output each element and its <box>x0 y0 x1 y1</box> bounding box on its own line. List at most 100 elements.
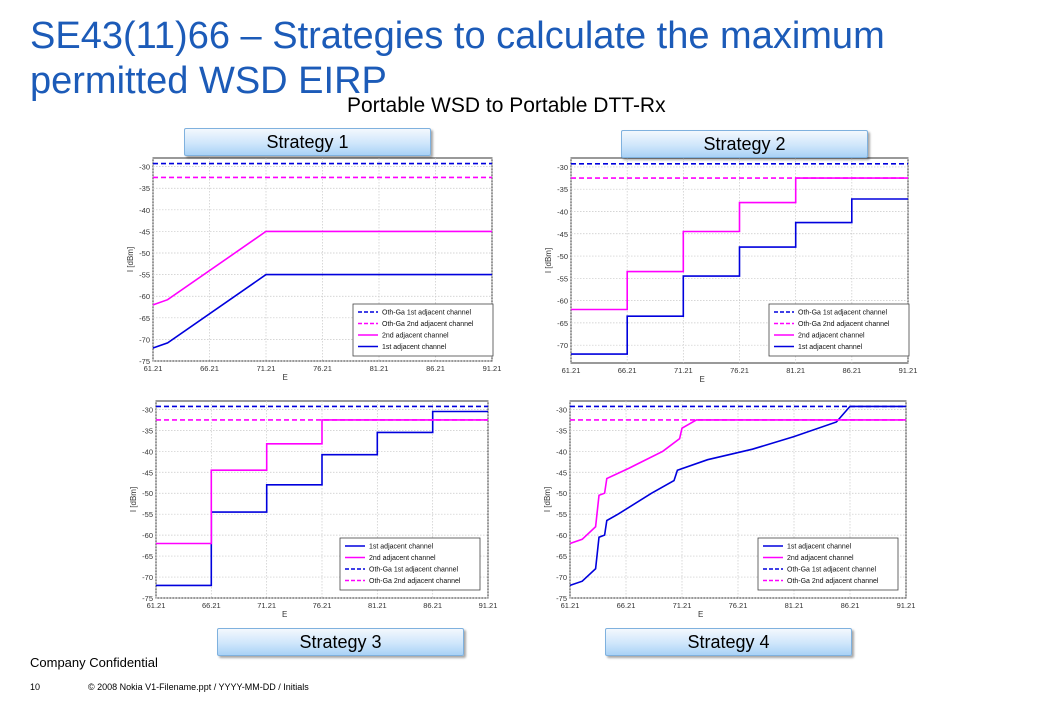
y-tick-label: -35 <box>142 426 153 435</box>
strategy-3-chart: 61.21 66.21 71.21 76.21 81.21 86.21 91.21 -30 -3… <box>129 400 498 619</box>
strategy-2-chart: 61.21 66.21 71.21 76.21 81.21 86.21 91.21 -30 -3… <box>544 157 918 384</box>
y-tick-label: -65 <box>142 552 153 561</box>
x-tick-label: 81.21 <box>370 364 389 373</box>
strategy-4-label: Strategy 4 <box>605 628 852 656</box>
y-tick-label: -45 <box>139 227 150 236</box>
strategy-1-chart: 61.21 66.21 71.21 76.21 81.21 86.21 91.21 -30 -3… <box>126 157 502 382</box>
y-tick-label: -65 <box>139 314 150 323</box>
y-tick-label: -75 <box>142 594 153 603</box>
x-tick-label: 61.21 <box>144 364 163 373</box>
x-tick-label: 71.21 <box>257 601 276 610</box>
y-tick-label: -40 <box>139 206 150 215</box>
x-tick-label: 76.21 <box>313 364 332 373</box>
y-tick-label: -60 <box>556 531 567 540</box>
y-tick-label: -75 <box>139 357 150 366</box>
y-tick-label: -50 <box>142 489 153 498</box>
y-tick-label: -70 <box>142 573 153 582</box>
page-number: 10 <box>30 682 41 692</box>
y-tick-label: -40 <box>142 447 153 456</box>
legend-entry: 2nd adjacent channel <box>369 555 436 562</box>
x-tick-label: 71.21 <box>673 601 692 610</box>
series-line <box>571 177 908 311</box>
y-tick-label: -50 <box>139 249 150 258</box>
legend-entry: Oth-Ga 1st adjacent channel <box>382 310 472 317</box>
company-confidential-label: Company Confidential <box>30 655 158 670</box>
legend-entry: Oth-Ga 1st adjacent channel <box>798 310 888 317</box>
x-axis-label: E <box>282 610 287 619</box>
x-tick-label: 86.21 <box>842 366 861 375</box>
y-tick-label: -30 <box>139 163 150 172</box>
slide-title: SE43(11)66 – Strategies to calculate the… <box>30 15 885 102</box>
x-tick-label: 61.21 <box>562 366 581 375</box>
y-tick-label: -35 <box>556 426 567 435</box>
y-tick-label: -45 <box>557 230 568 239</box>
legend-entry: 1st adjacent channel <box>369 544 434 551</box>
x-tick-label: 81.21 <box>368 601 387 610</box>
x-tick-label: 86.21 <box>426 364 445 373</box>
slide-subtitle: Portable WSD to Portable DTT-Rx <box>347 94 666 117</box>
y-tick-label: -30 <box>557 163 568 172</box>
x-tick-label: 91.21 <box>479 601 498 610</box>
x-tick-label: 66.21 <box>202 601 221 610</box>
y-tick-label: -70 <box>139 335 150 344</box>
legend-entry: 2nd adjacent channel <box>382 333 449 340</box>
strategy-2-label: Strategy 2 <box>621 130 868 158</box>
legend-entry: Oth-Ga 1st adjacent channel <box>369 567 459 574</box>
y-tick-label: -75 <box>556 594 567 603</box>
x-tick-label: 91.21 <box>899 366 918 375</box>
y-tick-label: -30 <box>142 405 153 414</box>
x-tick-label: 61.21 <box>561 601 580 610</box>
legend-entry: Oth-Ga 2nd adjacent channel <box>369 578 461 585</box>
strategy-3-label: Strategy 3 <box>217 628 464 656</box>
x-tick-label: 86.21 <box>841 601 860 610</box>
x-tick-label: 86.21 <box>423 601 442 610</box>
y-tick-label: -55 <box>557 274 568 283</box>
legend-entry: 2nd adjacent channel <box>798 333 865 340</box>
y-tick-label: -60 <box>142 531 153 540</box>
x-tick-label: 81.21 <box>785 601 804 610</box>
series-line <box>152 273 492 349</box>
y-tick-label: -45 <box>142 468 153 477</box>
legend-entry: 1st adjacent channel <box>382 344 447 351</box>
y-tick-label: -30 <box>556 405 567 414</box>
x-axis-label: E <box>283 373 288 382</box>
legend-entry: 2nd adjacent channel <box>787 555 854 562</box>
x-tick-label: 66.21 <box>617 601 636 610</box>
strategy-1-label: Strategy 1 <box>184 128 431 156</box>
legend-entry: 1st adjacent channel <box>787 544 852 551</box>
x-tick-label: 81.21 <box>786 366 805 375</box>
x-axis-label: E <box>698 610 703 619</box>
x-tick-label: 76.21 <box>729 601 748 610</box>
strategy-4-chart: 61.21 66.21 71.21 76.21 81.21 86.21 91.21 -30 -3… <box>543 400 915 619</box>
y-tick-label: -60 <box>557 297 568 306</box>
x-tick-label: 66.21 <box>618 366 637 375</box>
y-tick-label: -65 <box>557 319 568 328</box>
x-tick-label: 71.21 <box>674 366 693 375</box>
series-line <box>569 419 906 545</box>
y-tick-label: -65 <box>556 552 567 561</box>
y-tick-label: -40 <box>557 207 568 216</box>
series-line <box>156 419 488 545</box>
y-tick-label: -45 <box>556 468 567 477</box>
y-tick-label: -40 <box>556 447 567 456</box>
legend-entry: Oth-Ga 2nd adjacent channel <box>382 321 474 328</box>
legend-entry: 1st adjacent channel <box>798 344 863 351</box>
y-tick-label: -35 <box>139 184 150 193</box>
series-line <box>152 230 492 306</box>
series-line <box>571 198 908 355</box>
x-axis-label: E <box>700 375 705 384</box>
series-line <box>569 405 906 587</box>
y-axis-label: I [dBm] <box>129 487 138 512</box>
y-tick-label: -50 <box>557 252 568 261</box>
y-tick-label: -35 <box>557 185 568 194</box>
x-tick-label: 76.21 <box>313 601 332 610</box>
legend-entry: Oth-Ga 2nd adjacent channel <box>798 321 890 328</box>
slide-footer: 10 © 2008 Nokia V1-Filename.ppt / YYYY-MM… <box>30 682 309 692</box>
footer-copyright: © 2008 Nokia V1-Filename.ppt / YYYY-MM-D… <box>88 682 309 692</box>
x-tick-label: 66.21 <box>200 364 219 373</box>
y-axis-label: I [dBm] <box>544 248 553 273</box>
x-tick-label: 91.21 <box>483 364 502 373</box>
y-axis-label: I [dBm] <box>543 487 552 512</box>
y-tick-label: -60 <box>139 292 150 301</box>
legend-entry: Oth-Ga 2nd adjacent channel <box>787 578 879 585</box>
